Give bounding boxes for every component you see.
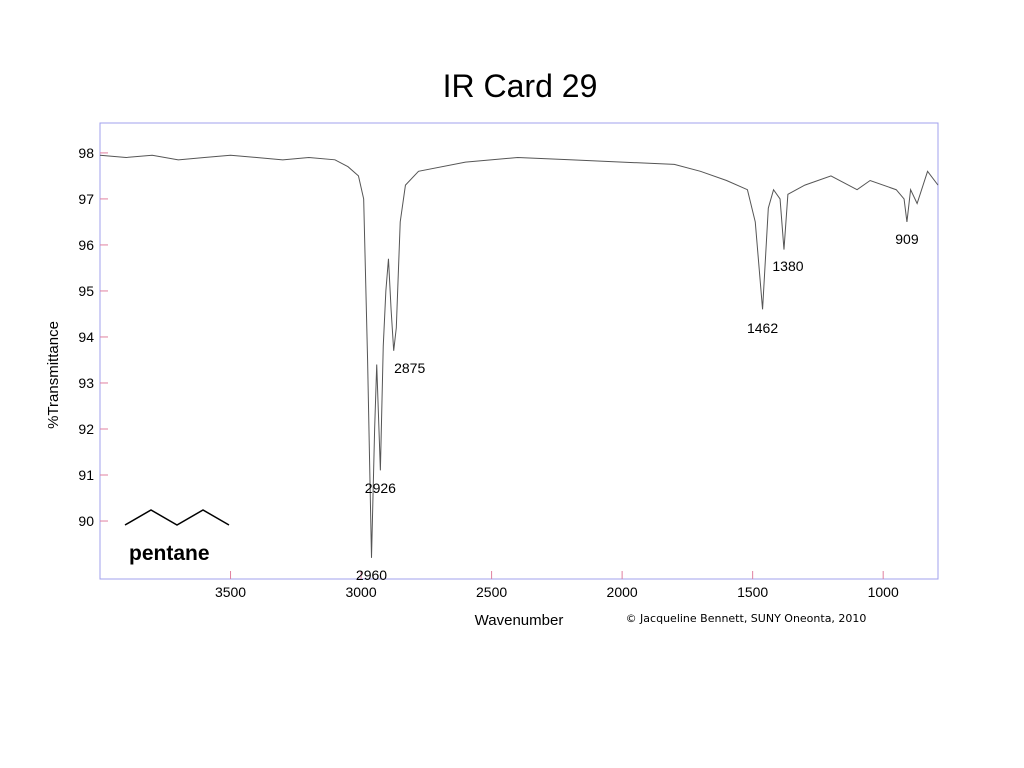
chart-title: IR Card 29	[443, 68, 598, 104]
y-tick-label: 91	[78, 467, 94, 483]
x-tick-label: 3500	[215, 584, 246, 600]
y-tick-label: 98	[78, 145, 94, 161]
molecule-structure	[124, 509, 230, 526]
x-axis-label: Wavenumber	[475, 612, 564, 629]
x-tick-label: 1000	[868, 584, 899, 600]
peak-label: 2960	[356, 567, 387, 583]
plot-frame	[99, 122, 939, 580]
peak-label: 909	[895, 231, 919, 247]
peak-label: 2926	[365, 480, 396, 496]
spectrum-line	[99, 154, 939, 558]
molecule-name: pentane	[129, 542, 210, 565]
y-tick-label: 97	[78, 191, 94, 207]
y-tick-label: 93	[78, 375, 94, 391]
x-tick-label: 3000	[345, 584, 376, 600]
y-tick-label: 90	[78, 513, 94, 529]
peak-label: 2875	[394, 360, 425, 376]
x-tick-label: 2000	[607, 584, 638, 600]
peak-label: 1462	[747, 320, 778, 336]
y-tick-label: 92	[78, 421, 94, 437]
credit: © Jacqueline Bennett, SUNY Oneonta, 2010	[626, 612, 867, 625]
y-tick-label: 96	[78, 237, 94, 253]
y-axis-label: %Transmittance	[45, 321, 62, 429]
peak-label: 1380	[772, 258, 803, 274]
x-tick-label: 1500	[737, 584, 768, 600]
y-tick-label: 94	[78, 329, 94, 345]
x-tick-label: 2500	[476, 584, 507, 600]
y-tick-label: 95	[78, 283, 94, 299]
